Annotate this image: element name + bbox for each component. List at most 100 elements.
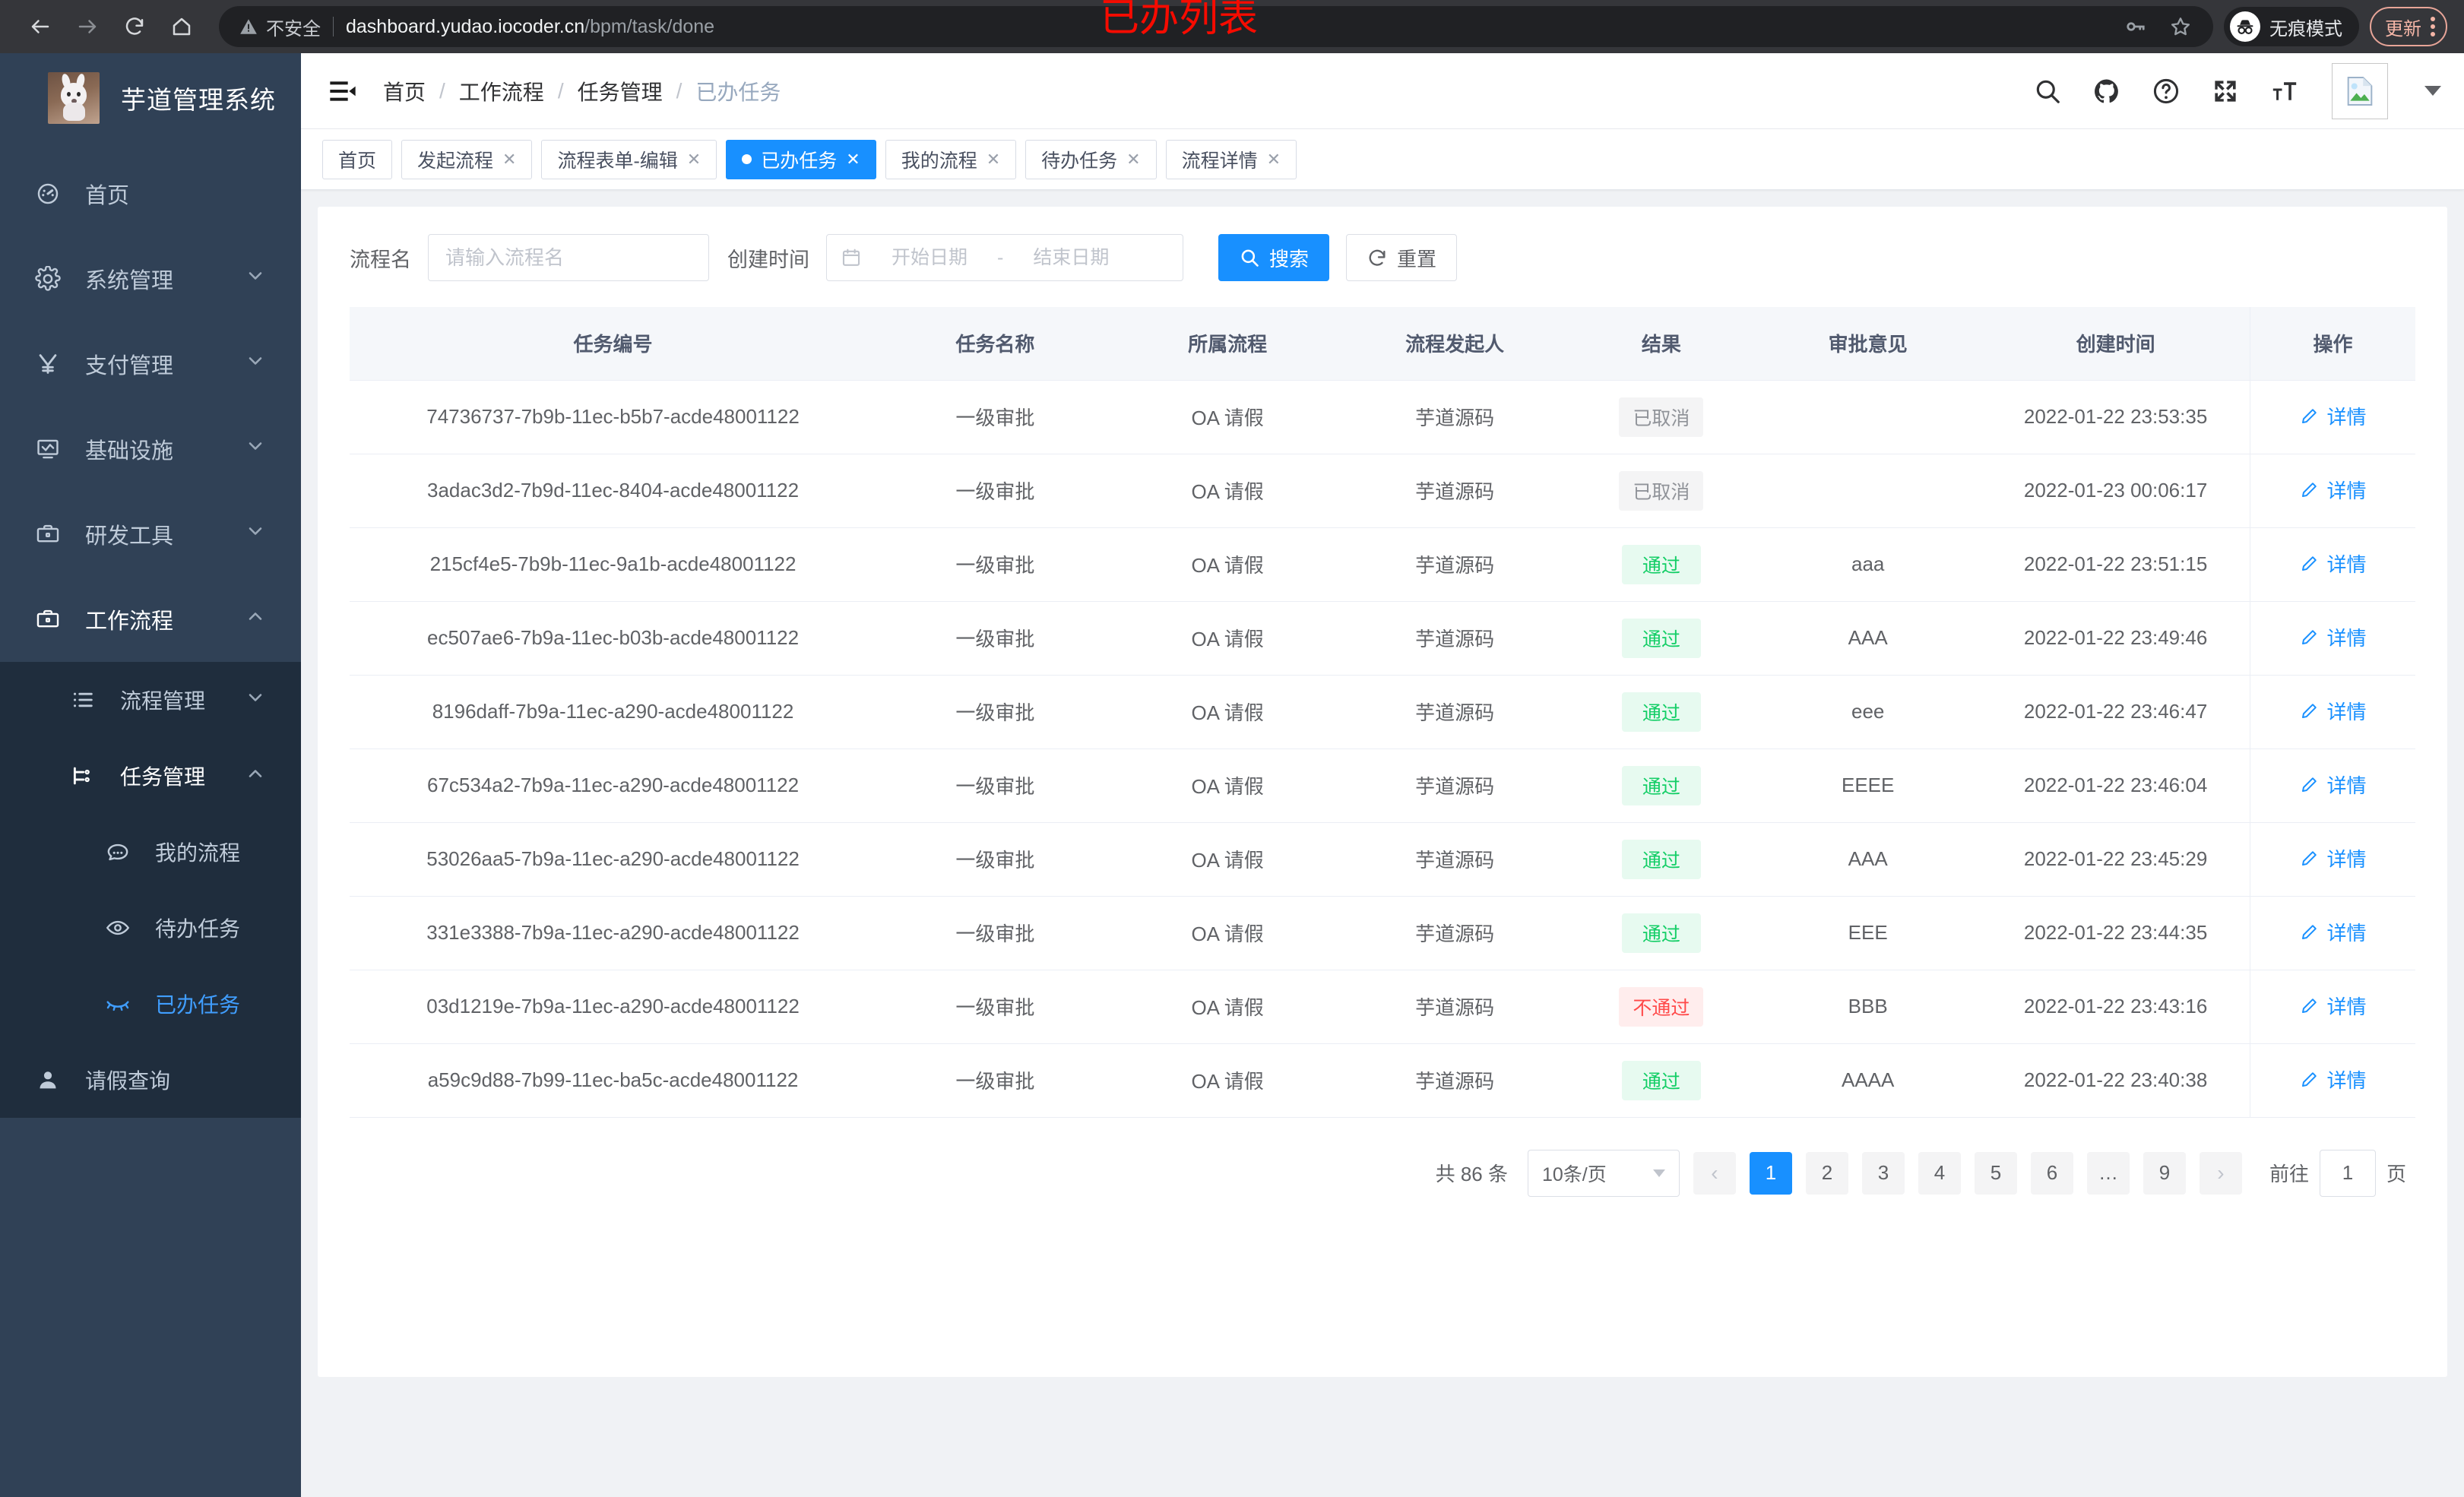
- pagination-page-button[interactable]: 9: [2143, 1151, 2186, 1195]
- sidebar: 芋道管理系统 首页 系统管理 支付管理: [0, 53, 301, 1497]
- tab-start-process[interactable]: 发起流程 ✕: [401, 139, 533, 179]
- chrome-menu-icon[interactable]: [2431, 17, 2435, 36]
- cell-created-time: 2022-01-22 23:45:29: [1981, 822, 2250, 897]
- breadcrumb: 首页 / 工作流程 / 任务管理 / 已办任务: [383, 76, 781, 106]
- tab-close-icon[interactable]: ✕: [986, 149, 1001, 169]
- page-size-select[interactable]: 10条/页: [1527, 1149, 1680, 1197]
- reset-button[interactable]: 重置: [1346, 234, 1458, 281]
- cell-process: OA 请假: [1113, 1043, 1341, 1118]
- cell-initiator: 芋道源码: [1341, 601, 1569, 676]
- detail-link[interactable]: 详情: [2299, 549, 2367, 578]
- status-badge: 不通过: [1619, 986, 1704, 1027]
- sidebar-item-todo-tasks[interactable]: 待办任务: [0, 890, 301, 966]
- tab-close-icon[interactable]: ✕: [686, 149, 702, 169]
- start-date-input[interactable]: [873, 246, 987, 269]
- avatar-broken-image-icon[interactable]: [2332, 62, 2388, 119]
- detail-link[interactable]: 详情: [2299, 476, 2367, 504]
- sidebar-item-infrastructure[interactable]: 基础设施: [0, 407, 301, 492]
- process-name-label: 流程名: [350, 248, 411, 271]
- pagination-page-button[interactable]: 2: [1805, 1151, 1848, 1195]
- chevron-up-icon: [245, 606, 266, 633]
- tab-close-icon[interactable]: ✕: [846, 149, 860, 169]
- pagination-page-button[interactable]: 3: [1861, 1151, 1905, 1195]
- cell-created-time: 2022-01-22 23:53:35: [1981, 380, 2250, 454]
- update-button[interactable]: 更新: [2370, 7, 2447, 46]
- tab-close-icon[interactable]: ✕: [1266, 149, 1281, 169]
- jump-page-input[interactable]: [2319, 1149, 2376, 1197]
- incognito-badge[interactable]: 无痕模式: [2224, 7, 2359, 46]
- sidebar-item-leave-query[interactable]: 请假查询: [0, 1042, 301, 1118]
- cell-opinion: aaa: [1754, 527, 1982, 602]
- detail-link[interactable]: 详情: [2299, 992, 2367, 1020]
- page-size-label: 10条/页: [1541, 1163, 1607, 1185]
- pagination-page-button[interactable]: 1: [1749, 1151, 1792, 1195]
- process-name-input[interactable]: [428, 234, 709, 281]
- forward-button[interactable]: [64, 3, 111, 50]
- tab-close-icon[interactable]: ✕: [1126, 149, 1141, 169]
- tab-todo-tasks[interactable]: 待办任务 ✕: [1025, 139, 1157, 179]
- github-icon[interactable]: [2090, 74, 2124, 108]
- pagination-page-button[interactable]: 6: [2030, 1151, 2073, 1195]
- pagination-prev-button[interactable]: ‹: [1693, 1151, 1736, 1195]
- breadcrumb-item-task-management[interactable]: 任务管理: [577, 80, 663, 104]
- detail-link[interactable]: 详情: [2299, 402, 2367, 430]
- home-button[interactable]: [158, 3, 205, 50]
- breadcrumb-item-workflow[interactable]: 工作流程: [458, 80, 544, 104]
- breadcrumb-item-home[interactable]: 首页: [383, 80, 426, 104]
- detail-link[interactable]: 详情: [2299, 623, 2367, 651]
- edit-icon: [2302, 925, 2317, 939]
- font-size-icon[interactable]: [2268, 74, 2301, 108]
- search-button[interactable]: 搜索: [1218, 234, 1330, 281]
- search-icon[interactable]: [2031, 74, 2064, 108]
- pagination-next-button[interactable]: ›: [2199, 1151, 2242, 1195]
- brand-header[interactable]: 芋道管理系统: [0, 53, 301, 142]
- sidebar-submenu-workflow: 流程管理 任务管理 我的流程: [0, 662, 301, 1118]
- create-time-range-picker[interactable]: -: [826, 234, 1183, 281]
- bookmark-star-icon[interactable]: [2168, 14, 2193, 40]
- detail-link[interactable]: 详情: [2299, 697, 2367, 725]
- sidebar-collapse-icon[interactable]: [327, 75, 359, 107]
- cell-task-id: 331e3388-7b9a-11ec-a290-acde48001122: [350, 896, 877, 970]
- pagination-page-button[interactable]: …: [2086, 1151, 2130, 1195]
- sidebar-item-system-management[interactable]: 系统管理: [0, 236, 301, 321]
- edit-icon: [2302, 556, 2317, 571]
- end-date-input[interactable]: [1014, 246, 1129, 269]
- detail-link[interactable]: 详情: [2299, 918, 2367, 946]
- cell-initiator: 芋道源码: [1341, 454, 1569, 528]
- address-bar[interactable]: 不安全 dashboard.yudao.iocoder.cn /bpm/task…: [219, 6, 2213, 47]
- sidebar-item-task-management[interactable]: 任务管理: [0, 738, 301, 814]
- sidebar-item-workflow[interactable]: 工作流程: [0, 577, 301, 662]
- tab-process-form-edit[interactable]: 流程表单-编辑 ✕: [541, 139, 717, 179]
- detail-link[interactable]: 详情: [2299, 844, 2367, 872]
- tab-done-tasks[interactable]: 已办任务 ✕: [726, 139, 876, 179]
- cell-task-id: 215cf4e5-7b9b-11ec-9a1b-acde48001122: [350, 527, 877, 602]
- sidebar-item-home[interactable]: 首页: [0, 151, 301, 236]
- help-icon[interactable]: [2149, 74, 2183, 108]
- detail-link[interactable]: 详情: [2299, 1065, 2367, 1093]
- tab-process-detail[interactable]: 流程详情 ✕: [1165, 139, 1297, 179]
- not-secure-warning-icon: [240, 19, 257, 34]
- detail-link[interactable]: 详情: [2299, 771, 2367, 799]
- cell-opinion: BBB: [1754, 970, 1982, 1044]
- tab-my-process[interactable]: 我的流程 ✕: [885, 139, 1017, 179]
- cell-process: OA 请假: [1113, 454, 1341, 528]
- security-status-label: 不安全: [266, 18, 321, 40]
- detail-link-label: 详情: [2326, 995, 2367, 1019]
- reload-button[interactable]: [111, 3, 158, 50]
- pagination-page-button[interactable]: 4: [1918, 1151, 1961, 1195]
- pagination-page-button[interactable]: 5: [1974, 1151, 2017, 1195]
- tab-home[interactable]: 首页: [322, 139, 393, 179]
- sidebar-item-dev-tools[interactable]: 研发工具: [0, 492, 301, 577]
- cell-operations: 详情: [2250, 601, 2415, 676]
- sidebar-item-done-tasks[interactable]: 已办任务: [0, 966, 301, 1042]
- sidebar-item-my-process[interactable]: 我的流程: [0, 814, 301, 890]
- sidebar-item-process-management[interactable]: 流程管理: [0, 662, 301, 738]
- password-key-icon[interactable]: [2122, 14, 2148, 40]
- user-dropdown-caret-icon[interactable]: [2424, 86, 2441, 96]
- back-button[interactable]: [17, 3, 64, 50]
- sidebar-item-payment-management[interactable]: 支付管理: [0, 321, 301, 407]
- tab-close-icon[interactable]: ✕: [502, 149, 517, 169]
- cell-task-id: a59c9d88-7b99-11ec-ba5c-acde48001122: [350, 1043, 877, 1118]
- fullscreen-icon[interactable]: [2209, 74, 2242, 108]
- sidebar-submenu-task: 我的流程 待办任务 已办任务: [0, 814, 301, 1042]
